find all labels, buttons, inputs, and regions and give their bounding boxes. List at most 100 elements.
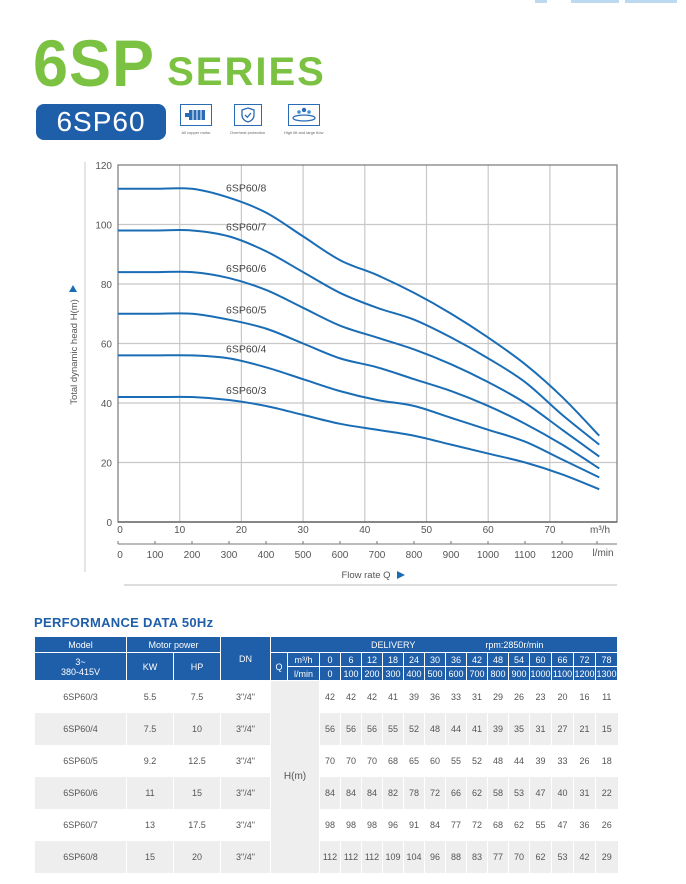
curve-label: 6SP60/4	[226, 343, 266, 355]
y-tick-label: 120	[95, 161, 112, 172]
y-tick-label: 20	[101, 459, 113, 470]
head-value-cell: 44	[508, 744, 530, 777]
x-tick-label: 20	[236, 525, 248, 536]
table-row: 6SP60/5 9.2 12.5 3"/4" 70 70 70 68 65 60 55 52 48 44 3…	[34, 744, 618, 777]
head-value-cell: 98	[361, 808, 383, 841]
head-value-cell: 29	[595, 840, 618, 873]
q-m3h-value: 78	[595, 652, 618, 667]
table-row: 6SP60/3 5.5 7.5 3"/4" H(m) 42 42 42 41 39 36 33 31 29…	[34, 680, 618, 873]
head-value-cell: 112	[340, 840, 362, 873]
head-value-cell: 66	[445, 776, 467, 809]
x2-tick-label: 300	[221, 550, 238, 561]
top-decoration	[535, 0, 686, 3]
dn-cell: 3"/4"	[220, 744, 271, 777]
dn-cell: 3"/4"	[220, 712, 271, 745]
head-value-cell: 20	[551, 680, 574, 713]
q-lmin-value: 700	[466, 666, 488, 681]
curve-6SP60-6	[118, 270, 600, 458]
x-tick-label: 70	[544, 525, 556, 536]
dn-cell: 3"/4"	[220, 776, 271, 809]
kw-cell: 13	[126, 808, 174, 841]
head-value-cell: 88	[445, 840, 467, 873]
head-value-cell: 31	[529, 712, 552, 745]
x2-tick-label: 400	[258, 550, 275, 561]
header-q: Q	[270, 652, 288, 681]
head-value-cell: 65	[403, 744, 425, 777]
q-lmin-value: 1300	[595, 666, 618, 681]
y-tick-label: 60	[101, 340, 113, 351]
model-cell: 6SP60/4	[34, 712, 127, 745]
q-lmin-value: 1200	[573, 666, 596, 681]
q-m3h-value: 60	[529, 652, 552, 667]
series-label: SERIES	[167, 50, 326, 94]
curve-label: 6SP60/8	[226, 183, 266, 195]
head-value-cell: 77	[445, 808, 467, 841]
x-unit-primary: m³/h	[590, 525, 610, 536]
hp-cell: 17.5	[173, 808, 221, 841]
hp-cell: 7.5	[173, 680, 221, 713]
curve-6SP60-3	[117, 395, 600, 491]
head-value-cell: 70	[319, 744, 341, 777]
head-value-cell: 96	[382, 808, 404, 841]
header-m3h: m³/h	[287, 652, 320, 667]
head-value-cell: 104	[403, 840, 425, 873]
head-value-cell: 36	[573, 808, 596, 841]
header-hp: HP	[173, 652, 221, 681]
performance-title: PERFORMANCE DATA 50Hz	[34, 615, 214, 630]
head-value-cell: 16	[573, 680, 596, 713]
x2-tick-label: 100	[147, 550, 164, 561]
x-tick-label: 40	[359, 525, 371, 536]
kw-cell: 7.5	[126, 712, 174, 745]
x-unit-secondary: l/min	[592, 548, 613, 559]
x2-tick-label: 0	[117, 550, 123, 561]
head-value-cell: 33	[445, 680, 467, 713]
q-lmin-value: 200	[361, 666, 383, 681]
header-delivery: DELIVERY rpm:2850r/min	[270, 636, 618, 653]
model-cell: 6SP60/8	[34, 840, 127, 873]
feature-overheat-protection: Overheat protection	[230, 104, 265, 135]
feature-high-lift: High lift and large flow	[284, 104, 323, 135]
head-value-cell: 70	[340, 744, 362, 777]
head-value-cell: 70	[508, 840, 530, 873]
x2-tick-label: 700	[369, 550, 386, 561]
series-title: 6SP SERIES	[33, 27, 326, 101]
chart-grid	[84, 162, 618, 586]
kw-cell: 11	[126, 776, 174, 809]
voltage-range: 380-415V	[60, 666, 101, 677]
x2-tick-label: 200	[184, 550, 201, 561]
head-value-cell: 68	[382, 744, 404, 777]
head-value-cell: 33	[551, 744, 574, 777]
head-value-cell: 21	[573, 712, 596, 745]
head-value-cell: 112	[319, 840, 341, 873]
q-m3h-value: 66	[551, 652, 574, 667]
head-value-cell: 55	[445, 744, 467, 777]
dn-cell: 3"/4"	[220, 840, 271, 873]
q-lmin-value: 900	[508, 666, 530, 681]
head-value-cell: 31	[466, 680, 488, 713]
head-value-cell: 11	[595, 680, 618, 713]
head-value-cell: 91	[403, 808, 425, 841]
head-value-cell: 27	[551, 712, 574, 745]
q-lmin-value: 1000	[529, 666, 552, 681]
feature-label: Overheat protection	[230, 130, 266, 135]
head-value-cell: 26	[573, 744, 596, 777]
curve-6SP60-5	[117, 312, 600, 470]
feature-copper-motor: All copper motor	[180, 104, 212, 135]
header-dn: DN	[220, 636, 271, 681]
head-value-cell: 68	[487, 808, 509, 841]
curve-label: 6SP60/3	[226, 385, 266, 397]
shield-icon	[233, 104, 262, 126]
q-m3h-value: 72	[573, 652, 596, 667]
y-tick-label: 80	[101, 280, 113, 291]
header-voltage: 3~ 380-415V	[34, 652, 127, 681]
head-value-cell: 98	[319, 808, 341, 841]
head-value-cell: 15	[595, 712, 618, 745]
q-lmin-value: 0	[319, 666, 341, 681]
head-value-cell: 47	[551, 808, 574, 841]
motor-icon	[180, 104, 212, 126]
head-value-cell: 112	[361, 840, 383, 873]
head-value-cell: 39	[403, 680, 425, 713]
water-flow-icon	[287, 104, 320, 126]
y-tick-label: 0	[106, 518, 112, 529]
